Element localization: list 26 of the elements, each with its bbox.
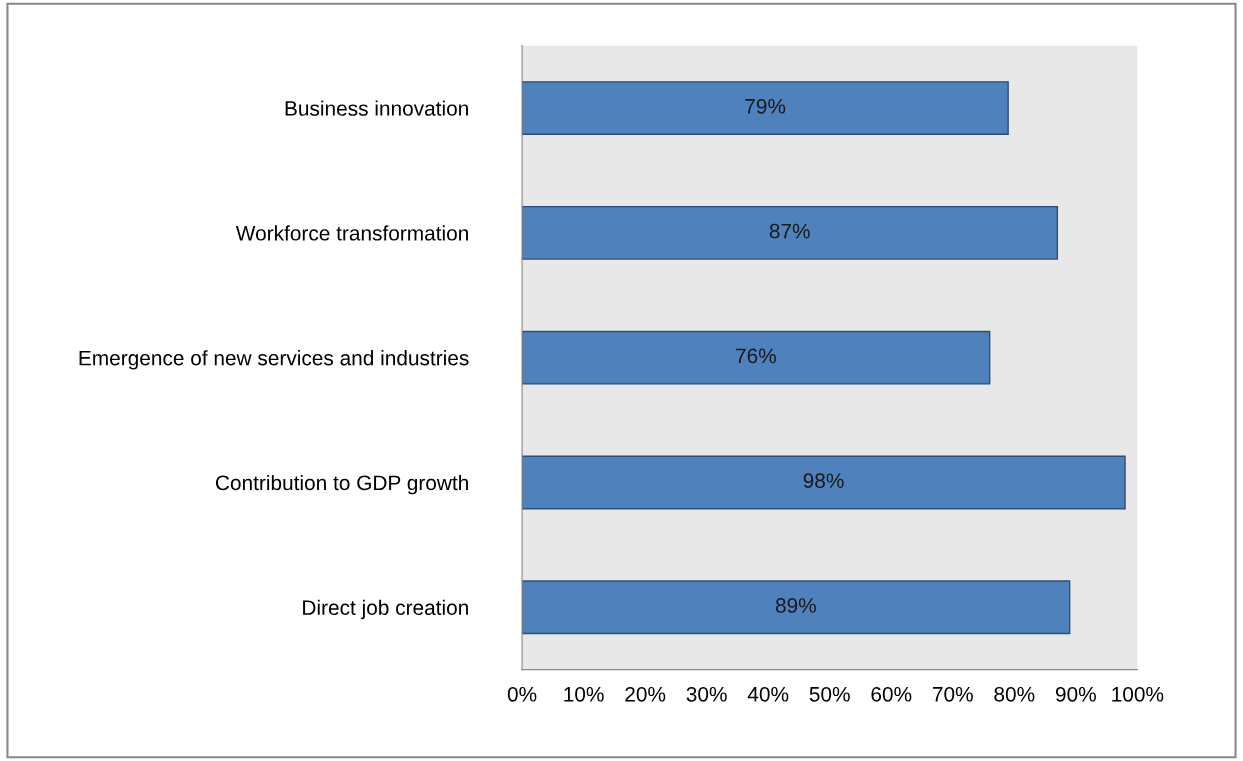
data-label: 79% xyxy=(745,98,786,114)
bar xyxy=(522,455,1126,510)
y-tick-label: Workforce transformation xyxy=(235,225,468,241)
data-label: 89% xyxy=(775,598,816,613)
y-tick-label: Emergence of new services and industries xyxy=(79,350,469,370)
bar xyxy=(522,81,1009,135)
x-tick-label: 20% xyxy=(625,686,666,702)
x-tick-label: 100% xyxy=(1112,686,1164,702)
x-tick-label: 30% xyxy=(686,686,727,702)
x-tick-label: 50% xyxy=(809,686,850,702)
x-tick-label: 70% xyxy=(932,686,973,702)
data-label: 98% xyxy=(803,473,844,489)
x-tick-label: 10% xyxy=(564,686,604,702)
y-tick-label: Direct job creation xyxy=(303,599,468,620)
data-label: 87% xyxy=(769,223,810,239)
data-label: 76% xyxy=(736,348,776,364)
bar xyxy=(522,330,991,385)
y-tick-label: Business innovation xyxy=(285,100,468,116)
x-tick-label: 80% xyxy=(994,686,1035,702)
bar xyxy=(522,580,1071,635)
bar xyxy=(522,205,1059,260)
x-tick-label: 90% xyxy=(1055,686,1096,702)
x-tick-label: 0% xyxy=(507,686,537,702)
x-tick-label: 40% xyxy=(747,686,789,702)
y-tick-label: Contribution to GDP growth xyxy=(215,474,468,495)
x-tick-label: 60% xyxy=(871,686,912,702)
